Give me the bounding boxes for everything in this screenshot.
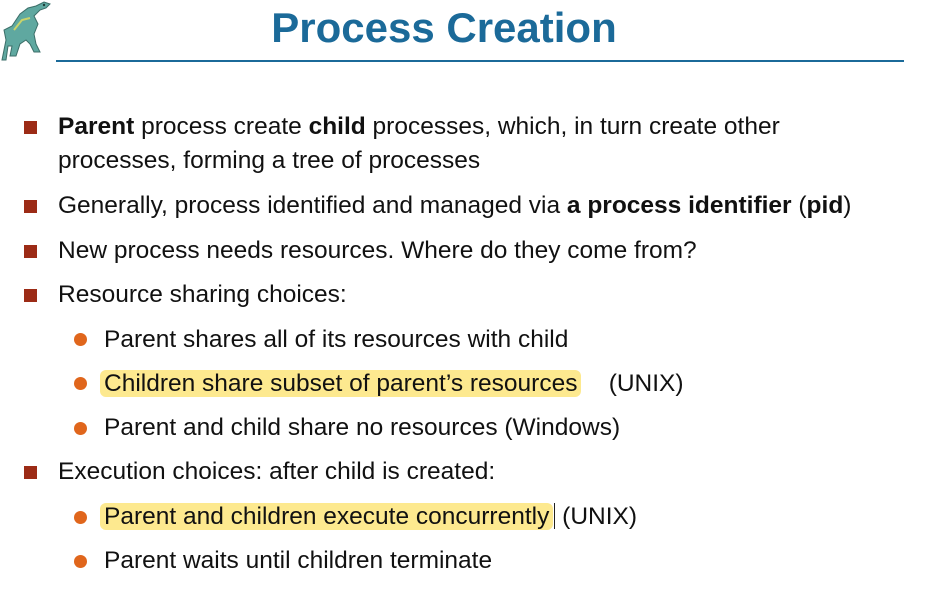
text-cursor — [554, 503, 555, 529]
highlighted-text: Parent and children execute concurrently — [100, 503, 553, 530]
bullet-parent-child-line2: processes, forming a tree of processes — [58, 144, 480, 178]
bullet-execution-choices: Execution choices: after child is create… — [58, 455, 495, 489]
round-bullet-icon — [74, 333, 87, 346]
square-bullet-icon — [24, 200, 37, 213]
sub-bullet-parent-waits: Parent waits until children terminate — [104, 544, 492, 578]
bullet-parent-child: Parent process create child processes, w… — [58, 110, 780, 144]
square-bullet-icon — [24, 466, 37, 479]
square-bullet-icon — [24, 289, 37, 302]
os-label: (UNIX) — [609, 370, 684, 397]
square-bullet-icon — [24, 245, 37, 258]
sub-bullet-share-all: Parent shares all of its resources with … — [104, 323, 568, 357]
os-label: (UNIX) — [562, 503, 637, 530]
bold-text: Parent — [58, 113, 134, 140]
bullet-process-identifier: Generally, process identified and manage… — [58, 189, 851, 223]
bullet-text: process create — [134, 113, 308, 140]
round-bullet-icon — [74, 511, 87, 524]
bullet-resource-sharing: Resource sharing choices: — [58, 278, 347, 312]
bullet-text: processes, which, in turn create other — [366, 113, 780, 140]
sub-bullet-share-subset: Children share subset of parent’s resour… — [104, 367, 684, 401]
sub-bullet-share-none: Parent and child share no resources (Win… — [104, 411, 620, 445]
round-bullet-icon — [74, 422, 87, 435]
bold-text: child — [309, 113, 366, 140]
bold-text: pid — [807, 192, 844, 219]
bold-text: a process identifier — [567, 192, 792, 219]
sub-bullet-concurrent: Parent and children execute concurrently… — [104, 500, 637, 534]
highlighted-text: Children share subset of parent’s resour… — [100, 370, 581, 397]
bullet-text: Generally, process identified and manage… — [58, 192, 567, 219]
round-bullet-icon — [74, 555, 87, 568]
bullet-text: ) — [843, 192, 851, 219]
square-bullet-icon — [24, 121, 37, 134]
round-bullet-icon — [74, 377, 87, 390]
bullet-text: ( — [792, 192, 807, 219]
bullet-resources: New process needs resources. Where do th… — [58, 234, 697, 268]
